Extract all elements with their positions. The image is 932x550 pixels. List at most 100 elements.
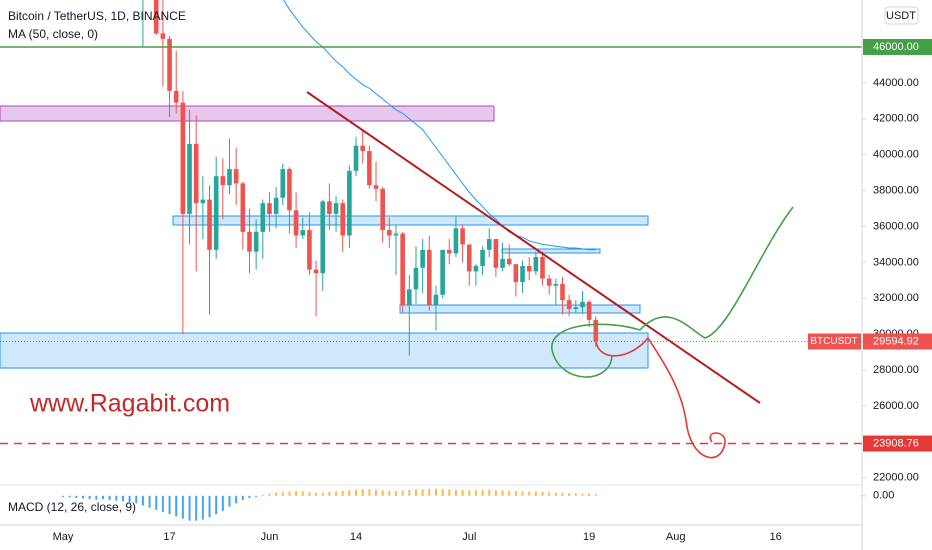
- candle-body: [460, 228, 465, 245]
- macd-bar: [221, 495, 224, 511]
- candle-body: [193, 143, 199, 204]
- macd-bar: [88, 495, 91, 500]
- macd-bar: [348, 490, 351, 496]
- candle-body: [427, 249, 432, 306]
- macd-bar: [75, 495, 78, 498]
- macd-bar: [335, 491, 338, 496]
- macd-bar: [115, 495, 118, 501]
- currency-box[interactable]: [884, 6, 919, 25]
- macd-bar: [381, 490, 384, 496]
- y-tick-label: 28000.00: [873, 364, 919, 376]
- macd-bar: [268, 493, 271, 496]
- currency[interactable]: USDT: [886, 10, 916, 22]
- macd-bar: [261, 494, 264, 496]
- candle-body: [466, 244, 472, 272]
- macd-bar: [388, 490, 391, 496]
- macd-bar: [355, 489, 358, 496]
- macd-bar: [295, 490, 298, 496]
- macd-bar: [168, 495, 171, 515]
- candle-body: [280, 169, 286, 198]
- candle-body: [367, 151, 372, 186]
- candle-body: [480, 249, 485, 266]
- macd-bar: [421, 489, 424, 496]
- x-tick-label: 14: [350, 531, 362, 543]
- candle-body: [253, 231, 259, 252]
- x-tick-label: Jul: [462, 531, 476, 543]
- y-tick-label: 38000.00: [873, 184, 919, 196]
- supply-zone: [0, 105, 495, 122]
- candle-body: [373, 185, 379, 189]
- candle-body: [513, 264, 519, 283]
- candle-body: [546, 278, 552, 286]
- demand-zone: [0, 332, 649, 369]
- macd-bar: [514, 490, 517, 496]
- drawings: [0, 105, 649, 369]
- x-tick-label: 17: [163, 531, 175, 543]
- chart-title: Bitcoin / TetherUS, 1D, BINANCE: [8, 9, 186, 23]
- macd-bar: [255, 495, 258, 497]
- candle-body: [533, 257, 539, 272]
- macd-bar: [541, 492, 544, 496]
- candle-body: [500, 258, 505, 268]
- macd-zero-label: 0.00: [873, 490, 894, 502]
- macd-bar: [201, 495, 204, 520]
- y-tick-label: 22000.00: [873, 472, 919, 484]
- candles: [142, 0, 599, 356]
- projection-down: [595, 336, 726, 459]
- macd-bar: [561, 492, 564, 496]
- symbol-label-box: [808, 333, 861, 350]
- candle-body: [160, 33, 166, 39]
- candle-body: [233, 169, 239, 184]
- candle-body: [593, 319, 599, 342]
- macd-bar: [62, 495, 64, 497]
- macd-bar: [548, 492, 551, 496]
- candle-body: [213, 176, 219, 250]
- candle-body: [360, 145, 365, 152]
- candle-body: [506, 258, 512, 265]
- candle-body: [327, 201, 332, 214]
- candle-body: [407, 289, 412, 306]
- candle-body: [540, 257, 545, 279]
- watermark: www.Ragabit.com: [29, 390, 230, 418]
- macd-bar: [368, 489, 371, 496]
- candle-body: [573, 307, 579, 310]
- macd-bar: [468, 490, 471, 496]
- macd-label: MACD (12, 26, close, 9): [8, 500, 136, 514]
- macd-bar: [594, 494, 597, 496]
- candle-body: [320, 201, 326, 274]
- macd-bar: [175, 495, 178, 517]
- macd-bar: [414, 489, 417, 496]
- macd-bar: [155, 495, 158, 510]
- y-tick-label: 42000.00: [873, 113, 919, 125]
- macd-bar: [448, 489, 451, 496]
- macd-bar: [315, 492, 318, 496]
- x-tick-label: Jun: [261, 531, 279, 543]
- y-tick-label: 32000.00: [873, 292, 919, 304]
- macd-bar: [241, 495, 244, 501]
- candle-body: [420, 249, 425, 268]
- macd-bar: [401, 490, 404, 496]
- candle-body: [267, 203, 272, 214]
- macd-bar: [408, 489, 411, 496]
- y-tick-label: 36000.00: [873, 220, 919, 232]
- macd-bar: [534, 491, 537, 496]
- macd-bar: [228, 495, 231, 507]
- candle-body: [433, 294, 439, 306]
- macd-bar: [395, 490, 397, 496]
- macd-bar: [135, 495, 138, 504]
- candle-body: [393, 233, 399, 236]
- candle-body: [560, 283, 565, 301]
- macd-bar: [215, 495, 218, 515]
- resistance-label-box: [863, 38, 932, 55]
- macd-bar: [454, 489, 457, 496]
- macd-bar: [208, 495, 211, 518]
- candle-body: [207, 199, 212, 250]
- candle-body: [400, 233, 405, 306]
- macd-bar: [308, 492, 311, 496]
- zone: [501, 248, 601, 254]
- macd-bar: [108, 495, 111, 501]
- candle-body: [180, 102, 186, 214]
- candle-body: [486, 239, 492, 250]
- macd-bar: [521, 491, 524, 496]
- macd-bar: [554, 492, 557, 496]
